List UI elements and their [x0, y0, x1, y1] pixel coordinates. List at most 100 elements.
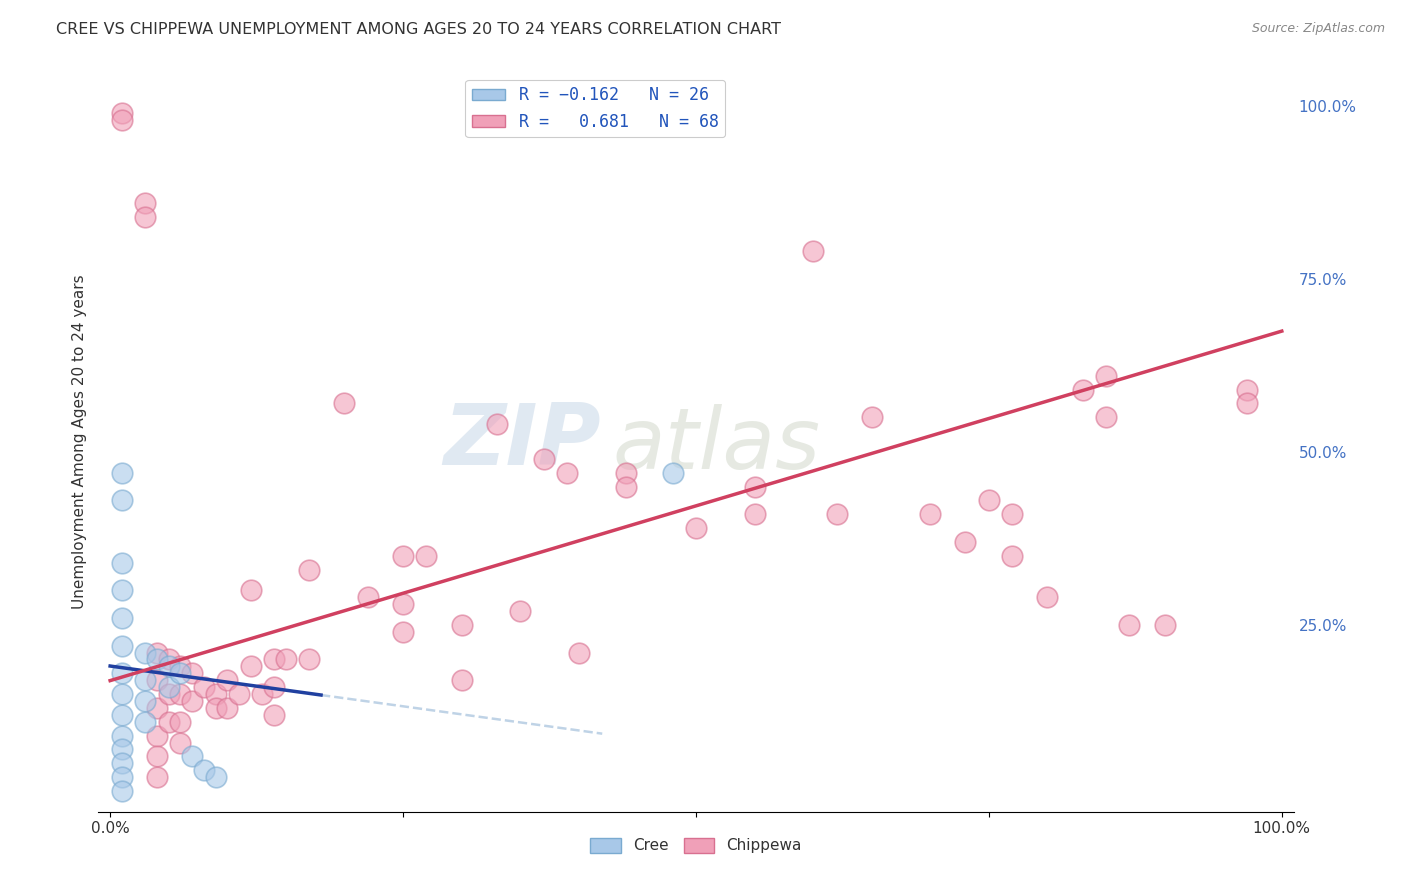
Point — [228, 687, 250, 701]
Text: ZIP: ZIP — [443, 400, 600, 483]
Point — [415, 549, 437, 563]
Point — [111, 106, 134, 120]
Point — [744, 507, 766, 521]
Point — [111, 466, 134, 480]
Point — [1036, 591, 1059, 605]
Point — [111, 742, 134, 756]
Point — [825, 507, 848, 521]
Point — [685, 521, 707, 535]
Point — [977, 493, 1000, 508]
Point — [239, 659, 262, 673]
Point — [111, 756, 134, 771]
Point — [744, 479, 766, 493]
Point — [181, 694, 204, 708]
Text: atlas: atlas — [613, 404, 820, 487]
Point — [1095, 368, 1118, 383]
Point — [146, 646, 169, 660]
Point — [169, 687, 191, 701]
Y-axis label: Unemployment Among Ages 20 to 24 years: Unemployment Among Ages 20 to 24 years — [72, 274, 87, 609]
Point — [111, 611, 134, 625]
Point — [920, 507, 942, 521]
Point — [661, 466, 683, 480]
Point — [157, 714, 180, 729]
Point — [146, 749, 169, 764]
Point — [169, 735, 191, 749]
Text: CREE VS CHIPPEWA UNEMPLOYMENT AMONG AGES 20 TO 24 YEARS CORRELATION CHART: CREE VS CHIPPEWA UNEMPLOYMENT AMONG AGES… — [56, 22, 782, 37]
Point — [392, 549, 415, 563]
Point — [157, 659, 180, 673]
Point — [1236, 383, 1258, 397]
Point — [146, 673, 169, 688]
Point — [146, 701, 169, 715]
Point — [1001, 507, 1024, 521]
Point — [111, 729, 134, 743]
Point — [1153, 618, 1175, 632]
Point — [555, 466, 578, 480]
Point — [1236, 396, 1258, 410]
Point — [1095, 410, 1118, 425]
Point — [614, 479, 637, 493]
Point — [134, 714, 156, 729]
Point — [568, 646, 591, 660]
Point — [169, 659, 191, 673]
Point — [614, 466, 637, 480]
Point — [181, 749, 204, 764]
Point — [217, 673, 239, 688]
Point — [146, 652, 169, 666]
Point — [146, 770, 169, 784]
Point — [263, 652, 285, 666]
Point — [485, 417, 508, 432]
Point — [450, 618, 472, 632]
Point — [111, 112, 134, 127]
Point — [533, 451, 555, 466]
Point — [111, 666, 134, 681]
Point — [450, 673, 472, 688]
Point — [111, 639, 134, 653]
Point — [333, 396, 356, 410]
Point — [509, 604, 531, 618]
Point — [134, 646, 156, 660]
Point — [955, 534, 977, 549]
Point — [298, 652, 321, 666]
Point — [111, 784, 134, 798]
Point — [193, 680, 215, 694]
Point — [1071, 383, 1094, 397]
Point — [111, 556, 134, 570]
Text: Source: ZipAtlas.com: Source: ZipAtlas.com — [1251, 22, 1385, 36]
Point — [217, 701, 239, 715]
Point — [111, 687, 134, 701]
Point — [204, 687, 226, 701]
Point — [134, 195, 156, 210]
Point — [111, 707, 134, 722]
Point — [357, 591, 380, 605]
Point — [263, 680, 285, 694]
Point — [146, 729, 169, 743]
Point — [169, 714, 191, 729]
Point — [134, 210, 156, 224]
Point — [157, 687, 180, 701]
Point — [204, 701, 226, 715]
Point — [193, 763, 215, 777]
Point — [1118, 618, 1140, 632]
Point — [252, 687, 274, 701]
Point — [111, 493, 134, 508]
Point — [111, 770, 134, 784]
Point — [204, 770, 226, 784]
Point — [392, 624, 415, 639]
Point — [274, 652, 297, 666]
Point — [157, 680, 180, 694]
Point — [801, 244, 824, 259]
Point — [111, 583, 134, 598]
Point — [181, 666, 204, 681]
Point — [239, 583, 262, 598]
Point — [298, 563, 321, 577]
Point — [860, 410, 883, 425]
Legend: Cree, Chippewa: Cree, Chippewa — [583, 831, 808, 860]
Point — [157, 652, 180, 666]
Point — [263, 707, 285, 722]
Point — [134, 673, 156, 688]
Point — [134, 694, 156, 708]
Point — [1001, 549, 1024, 563]
Point — [392, 597, 415, 611]
Point — [169, 666, 191, 681]
